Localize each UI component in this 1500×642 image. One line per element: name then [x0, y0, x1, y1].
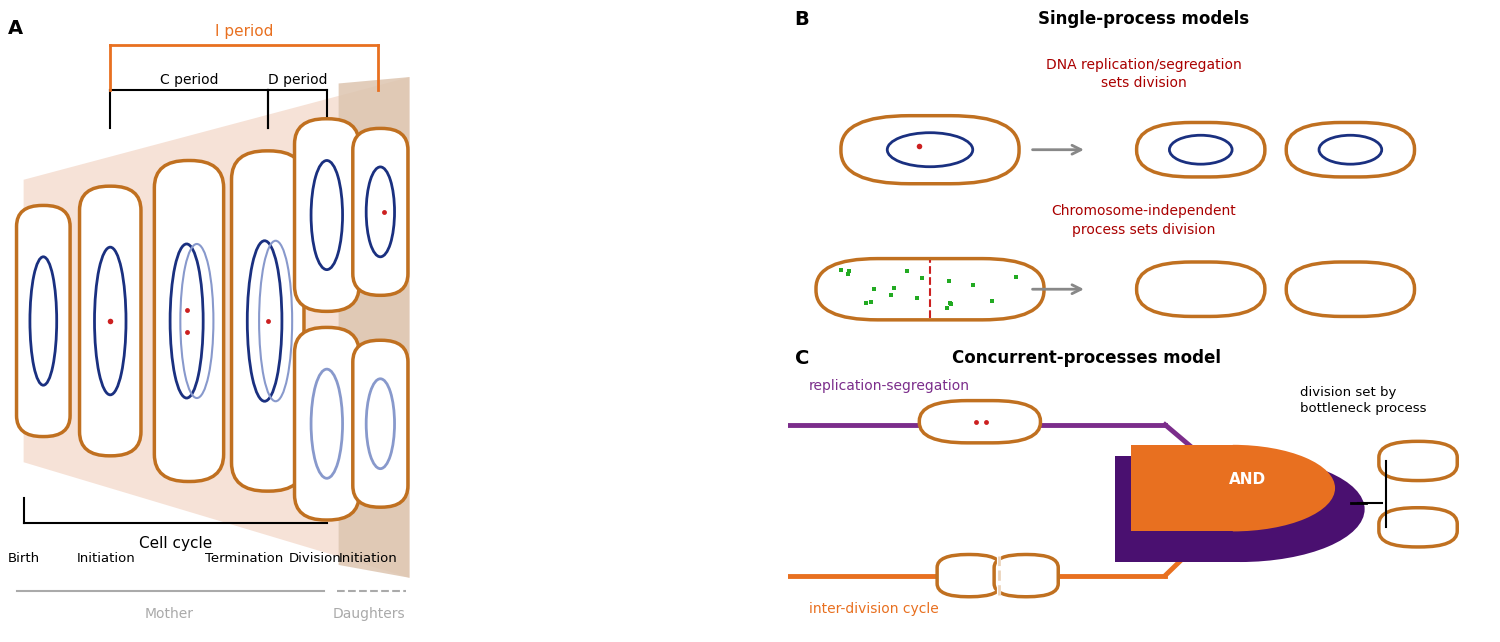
FancyBboxPatch shape	[816, 259, 1044, 320]
FancyBboxPatch shape	[154, 160, 224, 482]
Text: Division: Division	[288, 552, 342, 565]
Text: Daughters: Daughters	[332, 607, 405, 621]
FancyBboxPatch shape	[80, 186, 141, 456]
Text: DNA replication/segregation
sets division: DNA replication/segregation sets divisio…	[1046, 58, 1242, 91]
FancyBboxPatch shape	[1378, 441, 1456, 481]
Polygon shape	[339, 77, 410, 578]
FancyBboxPatch shape	[842, 116, 1019, 184]
FancyBboxPatch shape	[1286, 262, 1414, 317]
Text: Chromosome-independent
process sets division: Chromosome-independent process sets divi…	[1052, 204, 1236, 236]
FancyBboxPatch shape	[1378, 508, 1456, 547]
FancyBboxPatch shape	[1137, 262, 1264, 317]
Text: I period: I period	[214, 24, 273, 39]
Text: Birth: Birth	[8, 552, 39, 565]
FancyBboxPatch shape	[352, 128, 408, 295]
FancyBboxPatch shape	[938, 555, 1002, 597]
FancyBboxPatch shape	[231, 151, 304, 491]
Wedge shape	[1233, 445, 1335, 532]
FancyBboxPatch shape	[1137, 123, 1264, 177]
Text: A: A	[8, 19, 22, 39]
FancyBboxPatch shape	[294, 119, 358, 311]
Bar	[1131, 445, 1233, 532]
Text: Termination: Termination	[206, 552, 284, 565]
Text: replication-segregation: replication-segregation	[808, 379, 970, 392]
FancyBboxPatch shape	[920, 401, 1041, 443]
FancyBboxPatch shape	[1286, 123, 1414, 177]
Text: gate: gate	[1234, 511, 1274, 526]
Wedge shape	[1240, 456, 1365, 562]
Text: C: C	[795, 349, 808, 369]
Text: Mother: Mother	[146, 607, 194, 621]
Text: C period: C period	[160, 73, 219, 87]
FancyBboxPatch shape	[294, 327, 358, 520]
Text: Cell cycle: Cell cycle	[138, 536, 212, 551]
Text: B: B	[795, 10, 810, 29]
Text: Single-process models: Single-process models	[1038, 10, 1250, 28]
FancyBboxPatch shape	[16, 205, 70, 437]
Text: Initiation: Initiation	[76, 552, 135, 565]
Text: D period: D period	[267, 73, 327, 87]
Bar	[1114, 456, 1240, 562]
Text: division set by
bottleneck process: division set by bottleneck process	[1300, 385, 1426, 415]
Text: inter-division cycle: inter-division cycle	[808, 602, 939, 616]
Text: AND: AND	[1228, 472, 1266, 487]
Text: Initiation: Initiation	[339, 552, 398, 565]
FancyBboxPatch shape	[352, 340, 408, 507]
Text: Concurrent-processes model: Concurrent-processes model	[952, 349, 1221, 367]
Polygon shape	[24, 77, 410, 578]
FancyBboxPatch shape	[994, 555, 1059, 597]
